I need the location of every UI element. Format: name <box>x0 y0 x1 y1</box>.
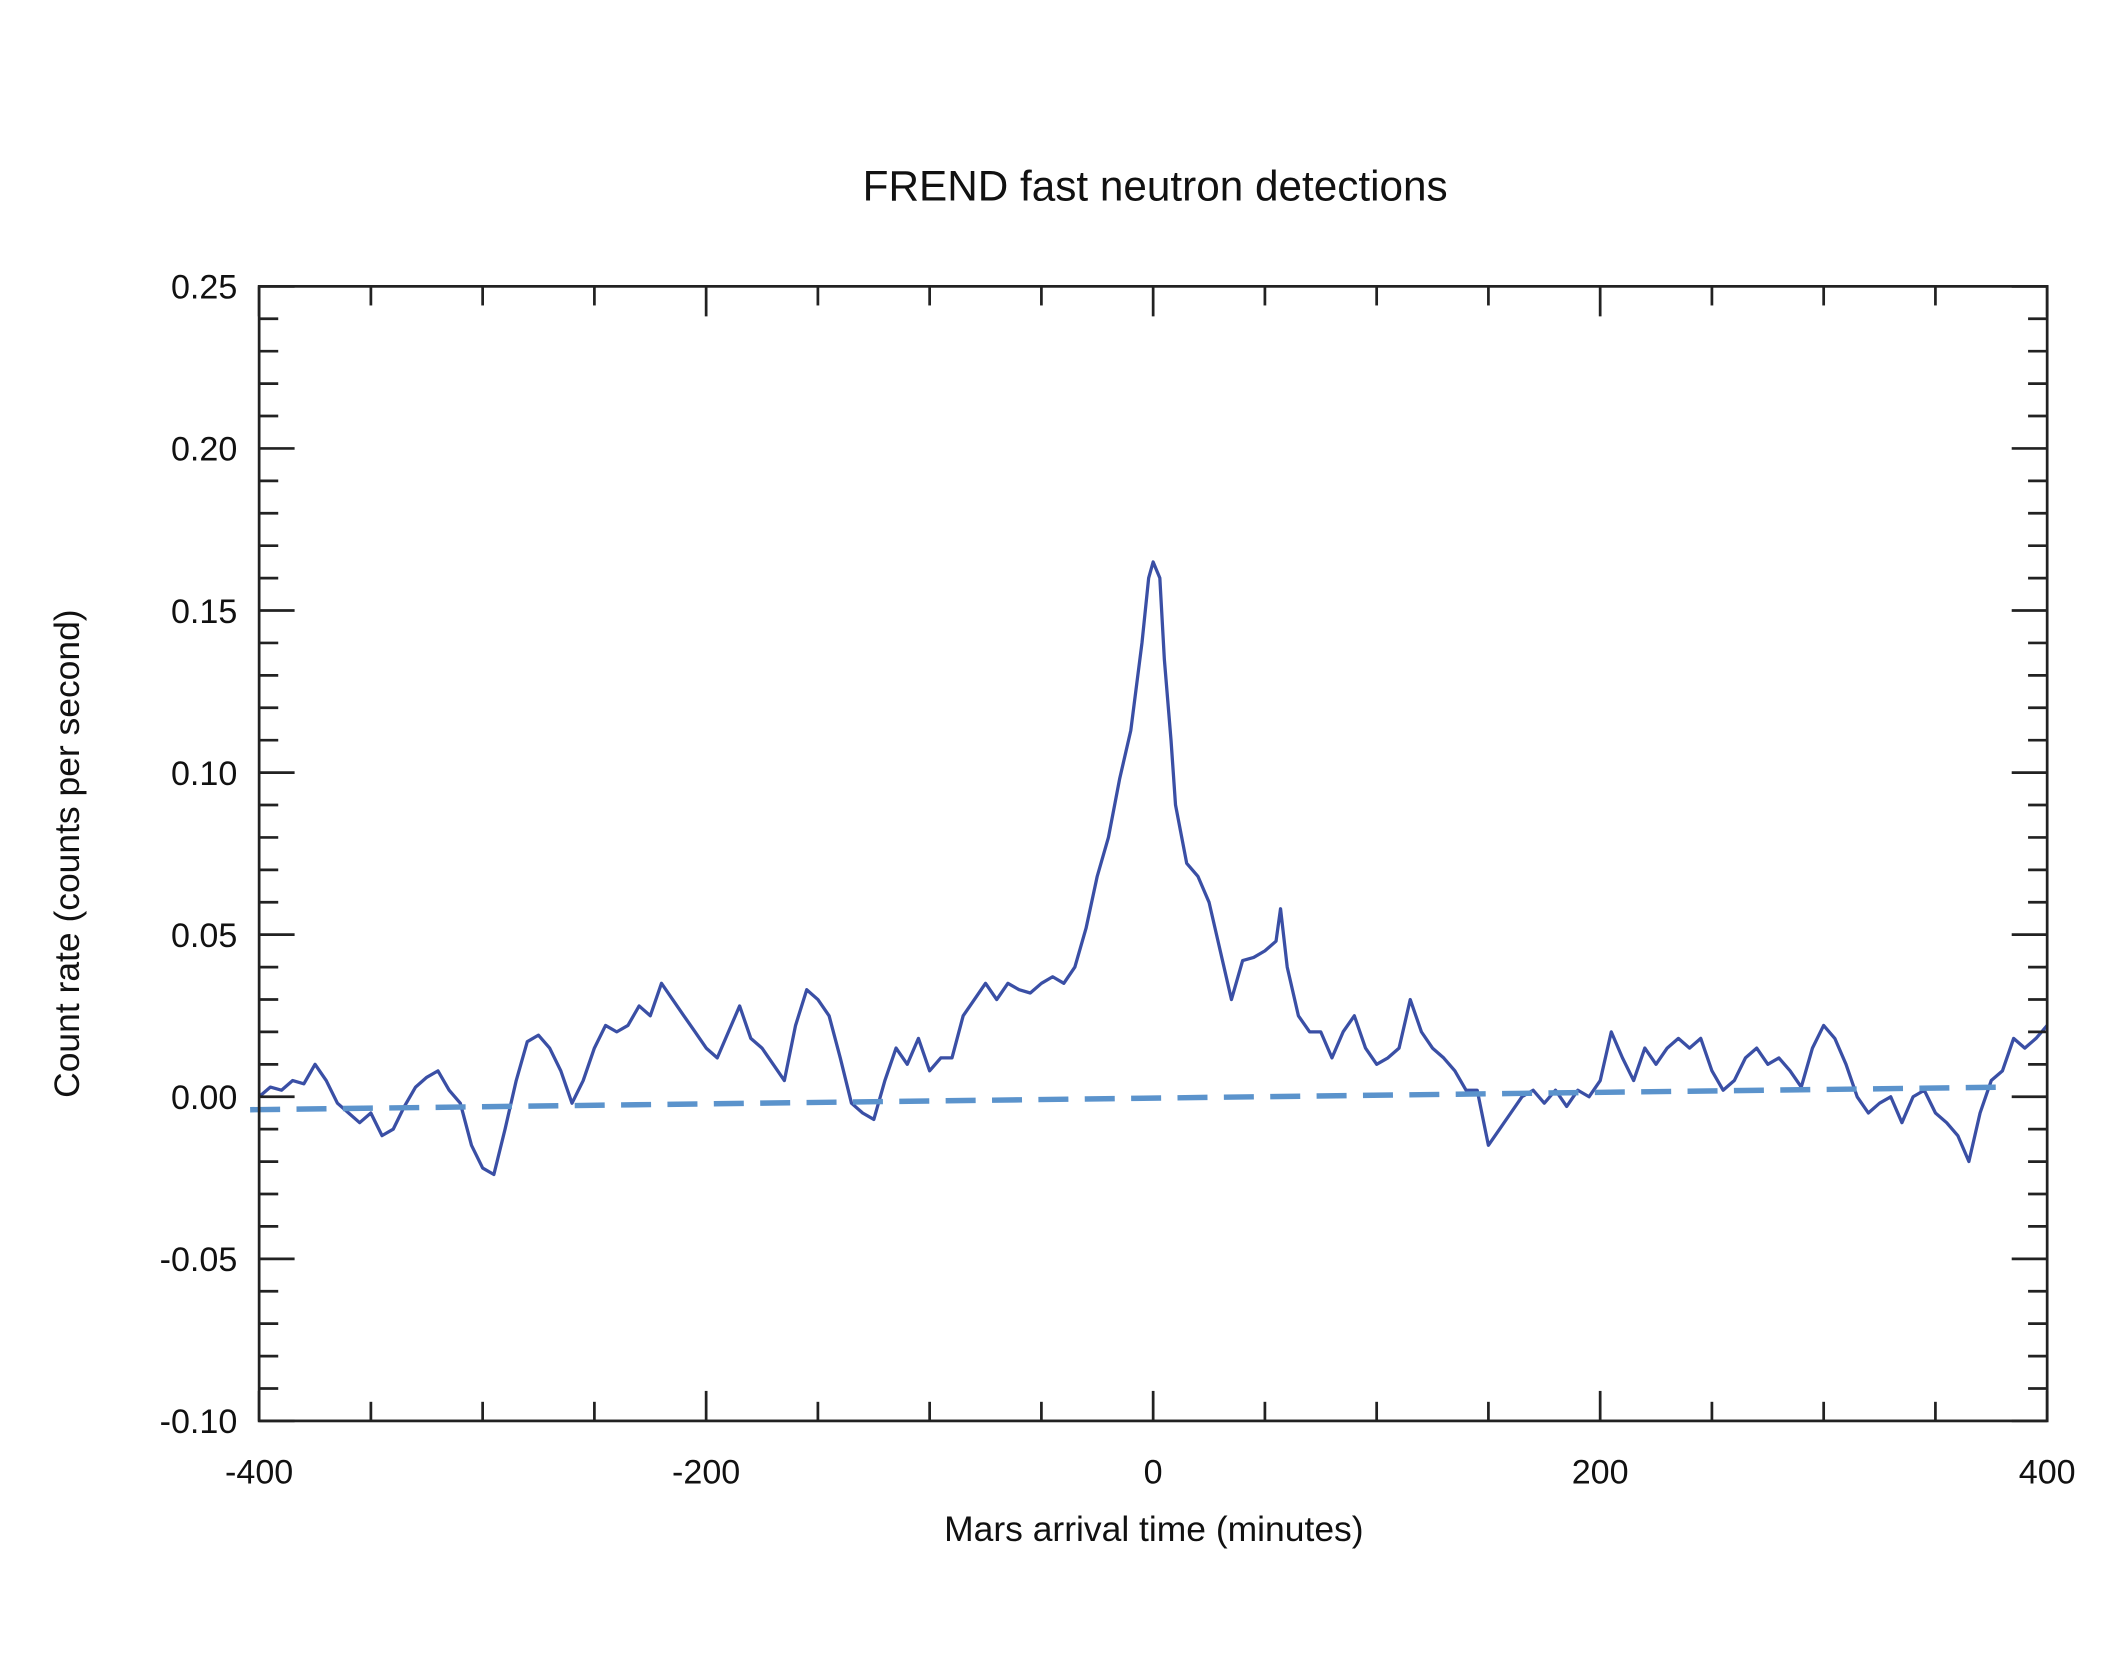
y-tick-label: 0.25 <box>171 269 237 307</box>
x-tick-label: -200 <box>672 1454 740 1492</box>
y-axis-title: Count rate (counts per second) <box>47 609 87 1097</box>
plot-frame <box>257 285 2049 1423</box>
background-trend-line <box>250 1084 2010 1113</box>
y-tick-label: 0.10 <box>171 755 237 793</box>
x-tick-label: 200 <box>1572 1454 1629 1492</box>
x-tick-label: 400 <box>2019 1454 2076 1492</box>
x-tick-label: 0 <box>1144 1454 1163 1492</box>
axis-ticks: -400 -200 0 200 400 -0.10 -0.05 0.00 0.05 0.10 0.1… <box>160 269 2076 1492</box>
y-tick-label: 0.00 <box>171 1079 237 1117</box>
y-tick-label: -0.10 <box>160 1403 238 1441</box>
y-tick-label: 0.15 <box>171 593 237 631</box>
x-axis-title: Mars arrival time (minutes) <box>944 1509 1363 1549</box>
series-layer <box>250 560 2049 1177</box>
x-tick-label: -400 <box>225 1454 293 1492</box>
y-tick-label: 0.05 <box>171 917 237 955</box>
y-tick-label: 0.20 <box>171 431 237 469</box>
count-rate-line <box>258 560 2049 1177</box>
chart-title: FREND fast neutron detections <box>863 162 1448 209</box>
y-tick-label: -0.05 <box>160 1241 238 1279</box>
